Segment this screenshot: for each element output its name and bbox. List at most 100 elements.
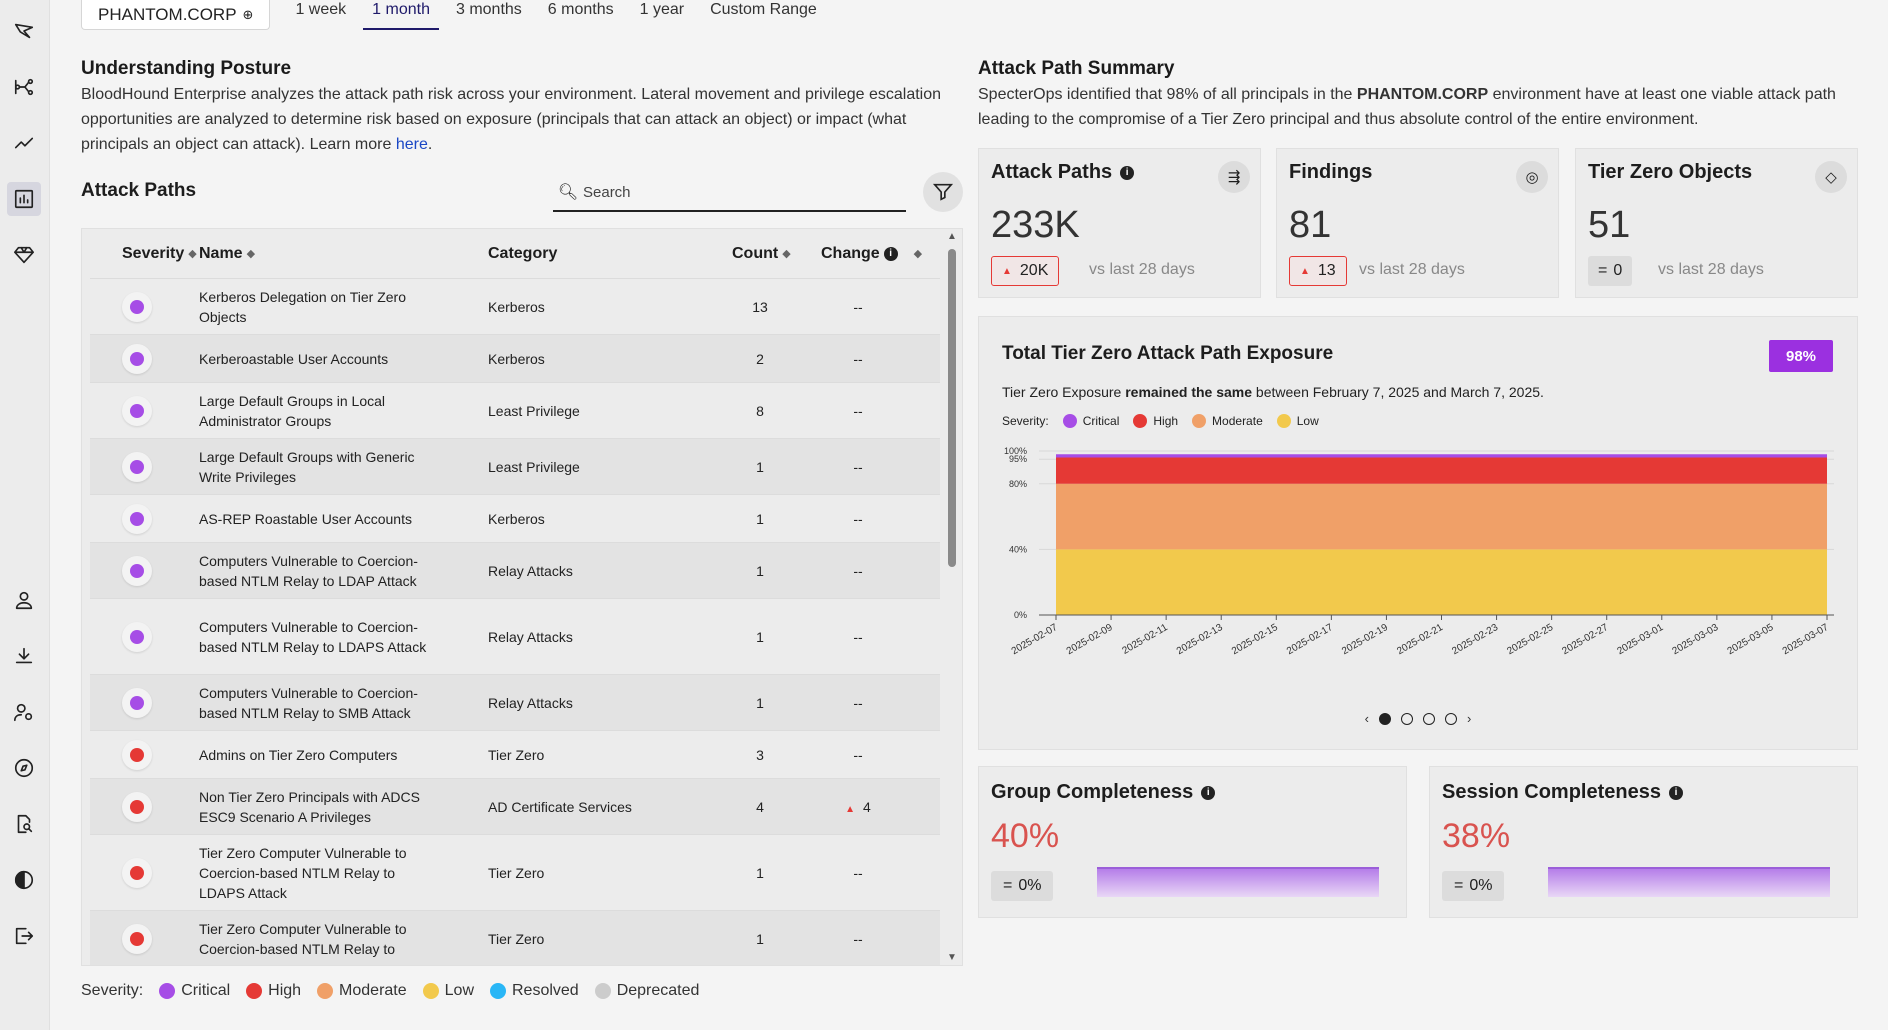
theme-icon[interactable] <box>7 863 41 897</box>
tab-1-month[interactable]: 1 month <box>363 0 439 30</box>
row-change: ▲ 4 <box>828 799 888 815</box>
row-change: -- <box>828 931 888 947</box>
col-change[interactable]: Change i ◆ <box>821 245 922 263</box>
pager-dot[interactable] <box>1423 712 1435 725</box>
severity-dot <box>130 865 144 880</box>
row-count: 3 <box>756 746 764 763</box>
logo-icon[interactable] <box>7 14 41 48</box>
pager-prev-icon[interactable]: ‹ <box>1364 711 1369 726</box>
row-name: Computers Vulnerable to Coercion-based N… <box>199 618 427 655</box>
pager-next-icon[interactable]: › <box>1467 711 1472 726</box>
table-row[interactable]: Large Default Groups in Local Administra… <box>90 383 940 439</box>
row-change-value: -- <box>853 510 863 527</box>
row-category: Tier Zero <box>488 930 545 947</box>
severity-dot <box>130 695 144 710</box>
table-row[interactable]: Kerberos Delegation on Tier Zero Objects… <box>90 279 940 335</box>
attack-path-icon[interactable] <box>7 70 41 104</box>
info-icon[interactable]: i <box>1201 785 1216 800</box>
table-row[interactable]: Large Default Groups with Generic Write … <box>90 439 940 495</box>
table-row[interactable]: AS-REP Roastable User Accounts Kerberos 1 -… <box>90 495 940 543</box>
table-row[interactable]: Non Tier Zero Principals with ADCS ESC9 … <box>90 779 940 835</box>
row-name: Large Default Groups in Local Administra… <box>199 392 385 429</box>
row-name: Non Tier Zero Principals with ADCS ESC9 … <box>199 788 420 825</box>
info-icon[interactable]: i <box>883 246 898 261</box>
table-row[interactable]: Computers Vulnerable to Coercion-based N… <box>90 543 940 599</box>
scroll-down-icon[interactable]: ▼ <box>947 952 957 963</box>
row-change: -- <box>828 299 888 315</box>
row-count: 1 <box>756 628 764 645</box>
row-name: Kerberoastable User Accounts <box>199 350 389 367</box>
exposure-desc-pre: Tier Zero Exposure <box>1002 384 1126 400</box>
x-tick-label: 2025-02-07 <box>1010 622 1060 657</box>
table-row[interactable]: Kerberoastable User Accounts Kerberos 2 -- <box>90 335 940 383</box>
logout-icon[interactable] <box>7 919 41 953</box>
compass-icon[interactable] <box>7 751 41 785</box>
search-doc-icon[interactable] <box>7 807 41 841</box>
table-row[interactable]: Tier Zero Computer Vulnerable to Coercio… <box>90 911 940 965</box>
x-tick-label: 2025-03-01 <box>1615 622 1665 657</box>
trend-icon[interactable] <box>7 126 41 160</box>
tab-1-week[interactable]: 1 week <box>295 1 347 18</box>
table-row[interactable]: Tier Zero Computer Vulnerable to Coercio… <box>90 835 940 911</box>
x-tick-label: 2025-02-23 <box>1450 622 1500 657</box>
summary-domain: PHANTOM.CORP <box>1356 86 1489 103</box>
row-count: 4 <box>756 798 764 815</box>
row-change: -- <box>828 629 888 645</box>
exposure-desc-bold: remained the same <box>1125 384 1253 400</box>
scroll-thumb[interactable] <box>948 249 956 567</box>
tier-zero-objects-card: Tier Zero Objects ◇ 51 = 0 vs last 28 day… <box>1575 148 1858 298</box>
legend-critical-dot <box>1062 414 1077 428</box>
info-icon[interactable]: i <box>1120 165 1135 180</box>
col-severity[interactable]: Severity ◆ <box>122 245 197 263</box>
pager-dot[interactable] <box>1401 712 1413 725</box>
row-name: Computers Vulnerable to Coercion-based N… <box>199 684 418 721</box>
row-name: Tier Zero Computer Vulnerable to Coercio… <box>199 920 407 957</box>
x-tick-label: 2025-02-17 <box>1285 622 1335 657</box>
row-category: Kerberos <box>488 350 545 367</box>
tab-1-year[interactable]: 1 year <box>639 1 685 18</box>
row-change-value: -- <box>853 402 863 419</box>
learn-more-link[interactable]: here <box>395 136 428 153</box>
summary-text-post: environment have at least one viable att… <box>978 86 1836 128</box>
tab-3-months[interactable]: 3 months <box>455 1 522 18</box>
table-row[interactable]: Computers Vulnerable to Coercion-based N… <box>90 675 940 731</box>
col-name[interactable]: Name ◆ <box>199 245 255 263</box>
severity-dot <box>130 799 144 814</box>
tab-6-months[interactable]: 6 months <box>547 1 614 18</box>
table-row[interactable]: Computers Vulnerable to Coercion-based N… <box>90 599 940 675</box>
stat-delta-badge: = 0 <box>1588 256 1633 286</box>
legend-low-dot <box>422 983 439 999</box>
table-row[interactable]: Admins on Tier Zero Computers Tier Zero 3 -… <box>90 731 940 779</box>
info-icon[interactable]: i <box>1668 785 1683 800</box>
col-count[interactable]: Count ◆ <box>732 245 791 263</box>
area-series-low <box>1056 549 1827 615</box>
pager-dot[interactable] <box>1379 712 1391 725</box>
completeness-sparkline <box>1097 867 1379 897</box>
download-icon[interactable] <box>7 639 41 673</box>
table-scrollbar[interactable]: ▲ ▼ <box>946 231 957 963</box>
filter-button[interactable] <box>923 172 963 212</box>
user-settings-icon[interactable] <box>7 695 41 729</box>
sort-icon: ◆ <box>246 248 256 260</box>
row-count: 1 <box>756 458 764 475</box>
domain-label: PHANTOM.CORP <box>98 4 237 24</box>
posture-icon[interactable] <box>7 182 41 216</box>
exposure-title: Total Tier Zero Attack Path Exposure <box>1002 343 1334 364</box>
search-input[interactable] <box>583 183 883 201</box>
user-icon[interactable] <box>7 583 41 617</box>
col-category: Category <box>488 245 557 263</box>
severity-dot <box>130 511 144 526</box>
y-tick-label: 40% <box>1009 544 1027 554</box>
pager-dot[interactable] <box>1445 712 1457 725</box>
chart-pager: ‹ › <box>979 711 1857 726</box>
domain-selector[interactable]: PHANTOM.CORP ⊕ <box>81 0 271 30</box>
scroll-up-icon[interactable]: ▲ <box>947 231 957 242</box>
sort-icon: ◆ <box>913 248 923 260</box>
tab-custom-range[interactable]: Custom Range <box>710 1 817 18</box>
row-category: Least Privilege <box>488 402 580 419</box>
x-tick-label: 2025-03-07 <box>1781 622 1831 657</box>
row-change: -- <box>828 695 888 711</box>
col-category-label: Category <box>488 244 558 262</box>
x-tick-label: 2025-02-09 <box>1065 622 1115 657</box>
gem-icon[interactable] <box>7 238 41 272</box>
